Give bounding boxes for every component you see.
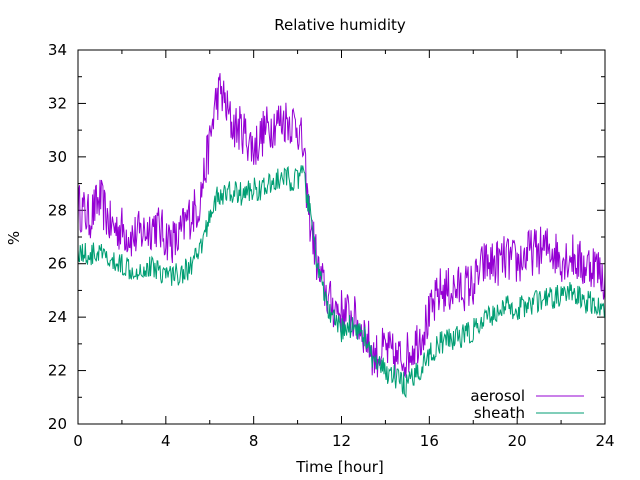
x-tick-label: 20 xyxy=(508,432,527,450)
y-tick-label: 24 xyxy=(48,308,67,326)
x-tick-label: 24 xyxy=(595,432,614,450)
x-tick-label: 0 xyxy=(73,432,83,450)
legend-label-sheath: sheath xyxy=(474,404,525,422)
x-tick-label: 16 xyxy=(420,432,439,450)
x-axis-label: Time [hour] xyxy=(295,458,384,476)
x-tick-label: 12 xyxy=(332,432,351,450)
y-tick-label: 34 xyxy=(48,41,67,59)
series-line-aerosol xyxy=(77,73,606,380)
y-tick-label: 30 xyxy=(48,148,67,166)
series-line-sheath xyxy=(77,165,606,399)
plot-area-frame xyxy=(77,49,606,425)
series-lines xyxy=(77,73,606,399)
axis-ticks: 0 4 8 12 16 20 24 20 22 24 26 28 30 32 34 xyxy=(48,41,615,450)
y-axis-label: % xyxy=(5,231,23,245)
y-tick-label: 32 xyxy=(48,94,67,112)
y-tick-label: 22 xyxy=(48,362,67,380)
x-tick-label: 8 xyxy=(249,432,259,450)
chart-title: Relative humidity xyxy=(274,16,406,34)
x-tick-label: 4 xyxy=(161,432,171,450)
y-tick-label: 20 xyxy=(48,415,67,433)
y-tick-label: 26 xyxy=(48,255,67,273)
y-tick-label: 28 xyxy=(48,201,67,219)
legend-label-aerosol: aerosol xyxy=(470,387,525,405)
